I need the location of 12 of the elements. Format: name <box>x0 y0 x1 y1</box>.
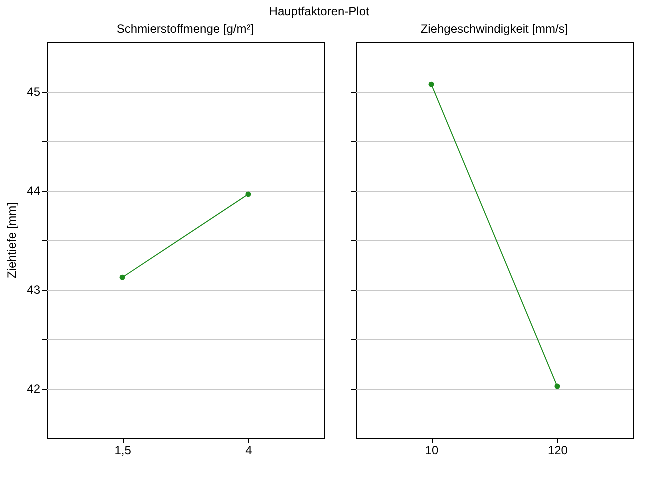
x-tick-label: 120 <box>548 444 568 458</box>
chart-subtitle: Ziehgeschwindigkeit [mm/s] <box>420 22 568 36</box>
chart-title: Hauptfaktoren-Plot <box>269 4 370 18</box>
y-tick-label: 45 <box>27 85 41 99</box>
x-tick-label: 1,5 <box>114 444 132 458</box>
x-tick-label: 4 <box>246 444 253 458</box>
y-tick-label: 43 <box>27 283 41 297</box>
y-tick-label: 44 <box>27 184 41 198</box>
chart-subtitle: Schmierstoffmenge [g/m²] <box>116 22 254 36</box>
x-tick-label: 10 <box>425 444 440 458</box>
y-axis-title: Ziehtiefe [mm] <box>5 202 20 279</box>
y-tick-label: 42 <box>27 382 41 396</box>
